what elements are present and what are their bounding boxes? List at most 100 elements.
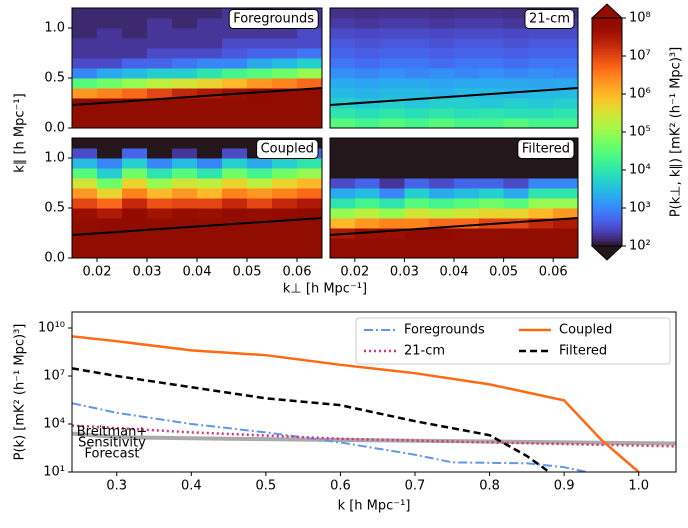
- legend-label: 21-cm: [404, 344, 445, 359]
- colorbar-strip: [592, 164, 622, 167]
- series-line: [72, 367, 550, 472]
- colorbar-strip: [592, 211, 622, 215]
- heatmap-cell: [528, 198, 554, 209]
- heatmap-cell: [404, 88, 430, 99]
- heatmap-cell: [122, 18, 148, 29]
- heatmap-cell: [429, 48, 455, 59]
- colorbar-strip: [592, 59, 622, 63]
- heatmap-cell: [97, 118, 123, 129]
- colorbar-tick-label: 10⁶: [629, 87, 651, 102]
- x-tick-label: 0.5: [256, 479, 277, 494]
- heatmap-cell: [197, 28, 223, 39]
- heatmap-cell: [272, 28, 298, 39]
- heatmap-cell: [272, 108, 298, 119]
- colorbar-strip: [592, 152, 622, 156]
- heatmap-cell: [454, 158, 480, 169]
- colorbar-strip: [592, 103, 622, 106]
- heatmap-cell: [122, 98, 148, 109]
- colorbar-extend-top: [590, 3, 624, 19]
- heatmap-cell: [272, 58, 298, 69]
- heatmap-cell: [222, 248, 248, 259]
- heatmap-cell: [503, 188, 529, 199]
- heatmap-cell: [147, 168, 173, 179]
- colorbar-strip: [592, 48, 622, 51]
- heatmap-cell: [429, 158, 455, 169]
- colorbar-strip: [592, 228, 622, 232]
- colorbar-strip: [592, 65, 622, 68]
- heatmap-cell: [247, 248, 273, 259]
- heatmap-cell: [297, 38, 323, 49]
- colorbar-strip: [592, 33, 622, 36]
- heatmap-cell: [297, 218, 323, 229]
- colorbar-strip: [592, 219, 622, 222]
- heatmap-cell: [197, 178, 223, 189]
- colorbar-strip: [592, 42, 622, 46]
- heatmap-cell: [297, 118, 323, 129]
- heatmap-cell: [297, 198, 323, 209]
- heatmap-cell: [354, 78, 381, 89]
- heatmap-cell: [404, 8, 430, 19]
- heatmap-cell: [454, 88, 480, 99]
- heatmap-cell: [147, 138, 173, 149]
- heatmap-cell: [147, 18, 173, 29]
- heatmap-cell: [330, 8, 356, 19]
- heatmap-cell: [172, 108, 198, 119]
- colorbar-strip: [592, 56, 622, 59]
- colorbar-strip: [592, 97, 622, 101]
- colorbar-strip: [592, 25, 622, 28]
- heatmap-cell: [528, 78, 554, 89]
- heatmap-cell: [429, 88, 455, 99]
- heatmap-cell: [172, 8, 198, 19]
- colorbar-strip: [592, 52, 622, 55]
- colorbar-strip: [592, 181, 622, 184]
- heatmap-cell: [354, 168, 381, 179]
- heatmap-cell: [222, 158, 248, 169]
- heatmap-cell: [272, 198, 298, 209]
- x-tick-label: 0.3: [106, 479, 127, 494]
- heatmap-cell: [172, 138, 198, 149]
- colorbar-strip: [592, 145, 622, 148]
- heatmap-cell: [528, 98, 554, 109]
- heatmap-cell: [528, 88, 554, 99]
- heatmap-cell: [172, 168, 198, 179]
- colorbar-strip: [592, 18, 622, 21]
- heatmap-cell: [478, 68, 505, 79]
- heatmap-cell: [454, 68, 480, 79]
- colorbar-strip: [592, 206, 622, 209]
- heatmap-cell: [297, 188, 323, 199]
- heatmap-cell: [404, 148, 430, 159]
- heatmap-cell: [478, 108, 505, 119]
- heatmap-cell: [122, 48, 148, 59]
- colorbar-strip: [592, 21, 622, 25]
- heatmap-cell: [503, 168, 529, 179]
- heatmap-cell: [197, 78, 223, 89]
- heatmap-cell: [97, 208, 123, 219]
- heatmap-cell: [197, 68, 223, 79]
- heatmap-cell: [197, 168, 223, 179]
- heatmap-cell: [97, 138, 123, 149]
- colorbar-label: P(k⊥, k∥) [mK² (h⁻¹ Mpc)³]: [669, 47, 684, 217]
- colorbar-strip: [592, 86, 622, 89]
- annotation: Forecast: [84, 447, 139, 462]
- heatmap-cell: [272, 48, 298, 59]
- legend-label: Coupled: [559, 323, 612, 338]
- heatmap-cell: [553, 198, 579, 209]
- heatmap-cell: [97, 88, 123, 99]
- horizon-line: [329, 87, 579, 106]
- colorbar-strip: [592, 133, 622, 137]
- colorbar-strip: [592, 209, 622, 213]
- heatmap-cell: [72, 108, 98, 119]
- heatmap-cell: [147, 108, 173, 119]
- colorbar-strip: [592, 92, 622, 95]
- heatmap-cell: [297, 48, 323, 59]
- heatmap-cell: [553, 28, 579, 39]
- heatmap-cell: [354, 88, 381, 99]
- heatmap-cell: [172, 208, 198, 219]
- heatmap-cell: [330, 248, 356, 259]
- heatmap-cell: [72, 48, 98, 59]
- heatmap-cell: [97, 18, 123, 29]
- colorbar-strip: [592, 177, 622, 180]
- colorbar-strip: [592, 50, 622, 53]
- x-tick-label: 0.02: [83, 265, 112, 280]
- heatmap-cell: [503, 118, 529, 129]
